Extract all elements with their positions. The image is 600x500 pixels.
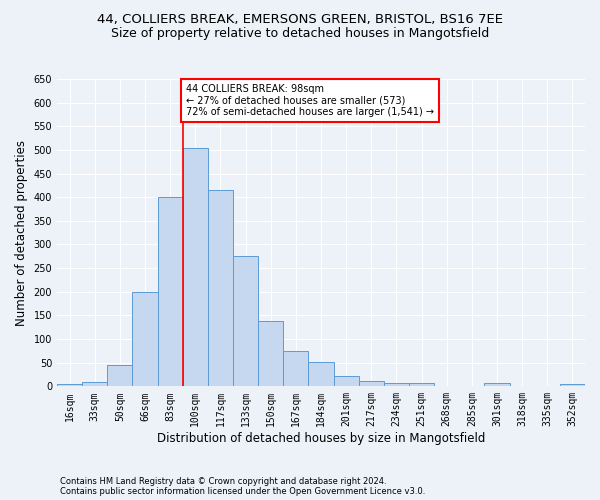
Bar [359, 380, 384, 386]
Bar [283, 351, 308, 386]
Bar [208, 190, 233, 386]
Text: 44, COLLIERS BREAK, EMERSONS GREEN, BRISTOL, BS16 7EE: 44, COLLIERS BREAK, EMERSONS GREEN, BRIS… [97, 12, 503, 26]
Bar [133, 292, 158, 386]
Bar [258, 321, 283, 386]
Bar [82, 382, 107, 386]
Bar [158, 197, 183, 386]
Bar [57, 384, 82, 386]
X-axis label: Distribution of detached houses by size in Mangotsfield: Distribution of detached houses by size … [157, 432, 485, 445]
Bar [233, 256, 258, 386]
Bar [308, 362, 334, 386]
Bar [384, 382, 409, 386]
Text: 44 COLLIERS BREAK: 98sqm
← 27% of detached houses are smaller (573)
72% of semi-: 44 COLLIERS BREAK: 98sqm ← 27% of detach… [186, 84, 434, 117]
Text: Size of property relative to detached houses in Mangotsfield: Size of property relative to detached ho… [111, 28, 489, 40]
Bar [183, 148, 208, 386]
Bar [334, 376, 359, 386]
Bar [409, 382, 434, 386]
Text: Contains public sector information licensed under the Open Government Licence v3: Contains public sector information licen… [60, 488, 425, 496]
Y-axis label: Number of detached properties: Number of detached properties [15, 140, 28, 326]
Bar [107, 365, 133, 386]
Bar [560, 384, 585, 386]
Bar [484, 384, 509, 386]
Text: Contains HM Land Registry data © Crown copyright and database right 2024.: Contains HM Land Registry data © Crown c… [60, 478, 386, 486]
